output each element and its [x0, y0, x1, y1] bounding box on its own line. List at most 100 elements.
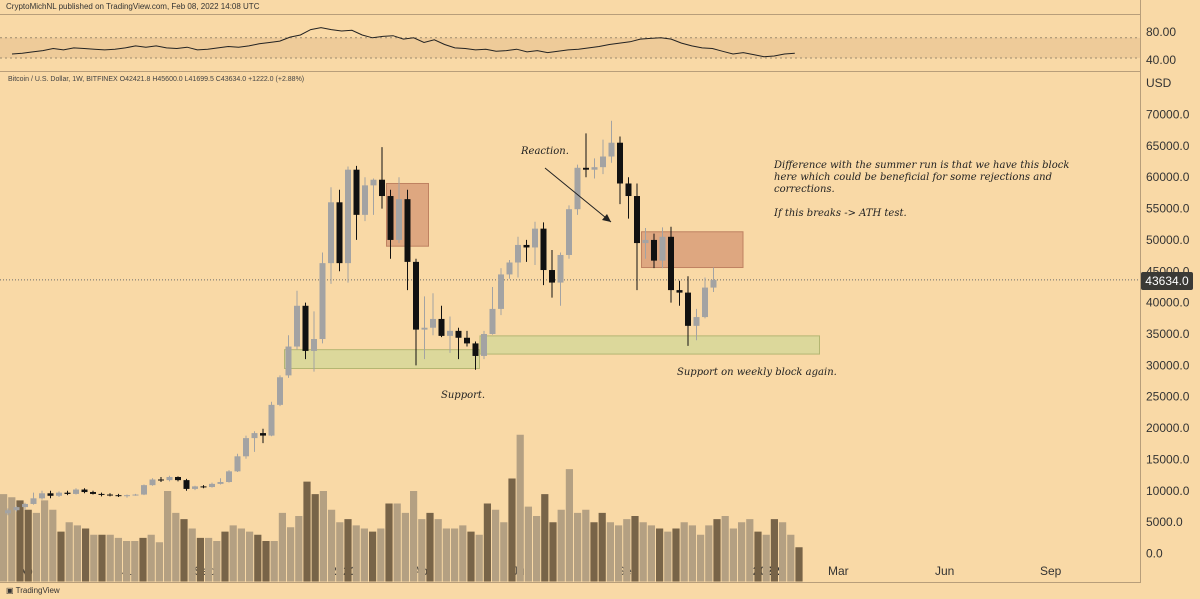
- volume-bar: [492, 509, 500, 582]
- rsi-tick: 40.00: [1146, 53, 1177, 67]
- volume-bar: [598, 512, 606, 582]
- annotation-reaction: Reaction.: [521, 146, 569, 157]
- volume-bar: [410, 491, 418, 582]
- volume-bar: [180, 519, 188, 582]
- candle-body: [489, 308, 496, 334]
- volume-bar: [615, 525, 623, 582]
- candle-body: [506, 262, 513, 275]
- price-axis-tick: 60000.0: [1146, 170, 1190, 184]
- volume-bar: [0, 494, 8, 582]
- candle-body: [319, 263, 326, 340]
- volume-bar: [360, 528, 368, 582]
- volume-bar: [606, 522, 614, 582]
- candle-body: [430, 318, 436, 328]
- volume-bar: [483, 503, 491, 582]
- volume-bar: [24, 509, 32, 582]
- candle-body: [702, 287, 708, 318]
- candle-body: [557, 254, 564, 283]
- price-axis-tick: 50000.0: [1146, 233, 1190, 247]
- price-axis-tick: 30000.0: [1146, 358, 1190, 372]
- candle-body: [124, 495, 130, 497]
- reaction-arrow-line: [544, 167, 612, 223]
- candle-body: [515, 244, 521, 263]
- candle-body: [396, 199, 402, 240]
- volume-bar: [32, 512, 40, 582]
- candle-body: [311, 339, 317, 351]
- current-price-tag: 43634.0: [1141, 272, 1193, 290]
- volume-bar: [385, 503, 393, 582]
- annotation-support: Support.: [441, 390, 486, 401]
- candle-body: [438, 318, 445, 336]
- candle-body: [39, 493, 45, 499]
- candle-body: [353, 169, 360, 215]
- rsi-tick: 80.00: [1146, 25, 1177, 39]
- candle-body: [523, 244, 530, 248]
- candle-body: [81, 489, 88, 493]
- volume-bar: [319, 491, 327, 582]
- support-zone: [479, 335, 820, 355]
- volume-bar: [787, 534, 795, 582]
- volume-bar: [623, 519, 631, 582]
- volume-bar: [41, 500, 49, 582]
- candle-body: [413, 261, 419, 330]
- candle-body: [115, 495, 122, 497]
- volume-bar: [401, 512, 409, 582]
- volume-bar: [188, 528, 196, 582]
- price-axis-tick: 25000.0: [1146, 390, 1190, 404]
- volume-bar: [262, 541, 270, 582]
- time-axis-tick: Jun: [935, 564, 954, 578]
- candle-body: [608, 142, 615, 157]
- volume-bar: [475, 534, 483, 582]
- volume-bar: [172, 512, 180, 582]
- volume-bar: [164, 491, 172, 582]
- candle-body: [345, 169, 351, 264]
- volume-bar: [287, 527, 295, 582]
- candle-body: [370, 179, 377, 186]
- volume-bar: [549, 522, 557, 582]
- candle-body: [625, 183, 632, 197]
- candle-body: [30, 498, 37, 504]
- time-axis-tick: Sep: [1040, 564, 1062, 578]
- volume-bar: [459, 525, 467, 582]
- candle-body: [464, 337, 470, 344]
- volume-bar: [434, 519, 442, 582]
- candle-body: [64, 492, 71, 494]
- candle-body: [90, 492, 96, 494]
- volume-bar: [131, 541, 139, 582]
- symbol-line: Bitcoin / U.S. Dollar, 1W, BITFINEX O424…: [8, 76, 305, 83]
- volume-bar: [680, 522, 688, 582]
- candle-body: [600, 156, 606, 168]
- volume-bar: [123, 541, 131, 582]
- volume-bar: [672, 528, 680, 582]
- candle-body: [251, 433, 258, 439]
- volume-bar: [98, 534, 106, 582]
- volume-bar: [762, 534, 770, 582]
- volume-bar: [213, 541, 221, 582]
- candle-body: [642, 239, 649, 244]
- candle-body: [277, 377, 283, 405]
- volume-bar: [582, 509, 590, 582]
- rsi-band: [0, 37, 1140, 58]
- volume-bar: [729, 528, 737, 582]
- candle-body: [107, 494, 113, 496]
- volume-bar: [237, 528, 245, 582]
- candle-body: [634, 196, 640, 244]
- volume-bar: [524, 506, 532, 582]
- candle-body: [175, 476, 181, 481]
- volume-bar: [533, 516, 541, 582]
- volume-bar: [205, 537, 213, 582]
- tradingview-icon: ▣: [6, 586, 16, 595]
- price-axis-tick: 0.0: [1146, 547, 1163, 561]
- time-axis-border: [0, 582, 1140, 583]
- candle-body: [5, 510, 11, 514]
- volume-bar: [147, 534, 155, 582]
- candle-body: [659, 236, 666, 261]
- volume-bar: [65, 522, 73, 582]
- header-publisher: CryptoMichNL published on TradingView.co…: [6, 2, 260, 11]
- candle-body: [387, 196, 394, 240]
- tradingview-logo[interactable]: ▣ TradingView: [6, 586, 60, 595]
- volume-bar: [500, 522, 508, 582]
- volume-bar: [426, 512, 434, 582]
- volume-bar: [344, 519, 352, 582]
